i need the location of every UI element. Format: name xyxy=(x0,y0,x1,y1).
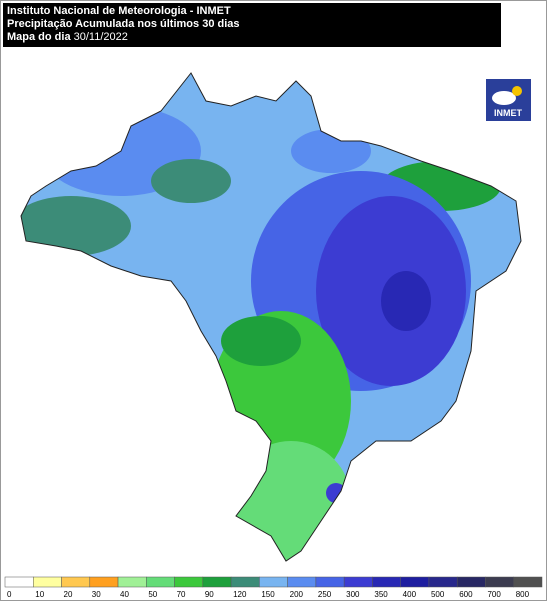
field-blob xyxy=(381,271,431,331)
legend-label: 120 xyxy=(233,590,247,599)
field-blob xyxy=(21,196,131,256)
date: 30/11/2022 xyxy=(73,31,128,43)
legend-label: 250 xyxy=(318,590,332,599)
legend-label: 150 xyxy=(261,590,275,599)
legend-swatch xyxy=(117,576,147,588)
legend-swatch xyxy=(4,576,34,588)
legend-swatch xyxy=(513,576,543,588)
legend-label: 90 xyxy=(205,590,214,599)
legend-swatch xyxy=(372,576,401,588)
legend-swatch xyxy=(202,576,232,588)
legend-swatch xyxy=(343,576,373,588)
legend-swatch xyxy=(287,576,317,588)
field-blob xyxy=(221,316,301,366)
legend-label: 300 xyxy=(346,590,360,599)
subtitle: Precipitação Acumulada nos últimos 30 di… xyxy=(7,18,240,30)
legend-label: 40 xyxy=(120,590,129,599)
legend-swatch xyxy=(89,576,119,588)
legend-label: 10 xyxy=(35,590,44,599)
logo-sun xyxy=(512,86,522,96)
legend-swatch xyxy=(146,576,175,588)
legend-label: 500 xyxy=(431,590,445,599)
legend-swatch xyxy=(315,576,345,588)
country-outline xyxy=(20,72,522,562)
legend-label: 350 xyxy=(374,590,388,599)
legend-label: 700 xyxy=(487,590,501,599)
logo-text: INMET xyxy=(494,108,523,118)
legend-label: 70 xyxy=(177,590,186,599)
legend-swatch xyxy=(485,576,514,588)
logo: INMET xyxy=(486,79,531,121)
legend-label: 600 xyxy=(459,590,473,599)
header: Instituto Nacional de Meteorologia - INM… xyxy=(3,3,501,47)
field-blob xyxy=(151,159,231,203)
legend-swatch xyxy=(230,576,260,588)
legend-swatch xyxy=(456,576,486,588)
legend-label: 20 xyxy=(64,590,73,599)
legend-swatch xyxy=(61,576,91,588)
date-label: Mapa do dia xyxy=(7,31,71,43)
legend-swatch xyxy=(400,576,430,588)
legend-label: 800 xyxy=(516,590,530,599)
legend-label: 200 xyxy=(290,590,304,599)
precip-field xyxy=(21,73,521,561)
legend-swatch xyxy=(33,576,62,588)
legend-label: 30 xyxy=(92,590,101,599)
legend-label: 0 xyxy=(7,590,12,599)
legend-label: 50 xyxy=(148,590,157,599)
legend-label: 400 xyxy=(403,590,417,599)
logo-cloud xyxy=(492,91,516,105)
legend: 0 10 20 30 40 50 70 90 120 150 200 250 300 350 400 500 6… xyxy=(4,576,543,599)
title: Instituto Nacional de Meteorologia - INM… xyxy=(7,5,231,17)
legend-swatch xyxy=(259,576,288,588)
date-line: Mapa do dia 30/11/2022 xyxy=(7,31,497,44)
legend-swatch xyxy=(174,576,204,588)
legend-swatch xyxy=(428,576,458,588)
